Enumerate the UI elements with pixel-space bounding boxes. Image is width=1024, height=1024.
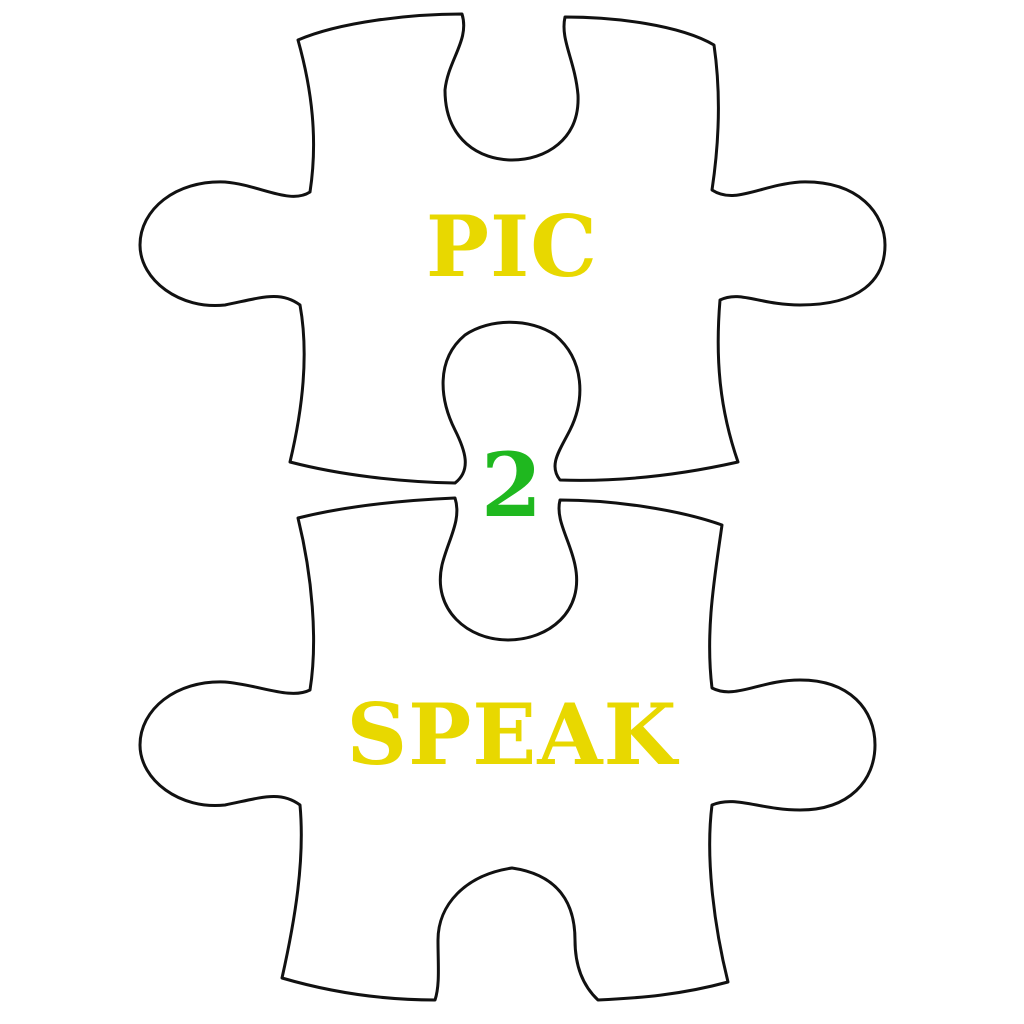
top-puzzle-piece-icon (138, 12, 887, 485)
logo-word-2: 2 (481, 433, 543, 537)
logo-word-speak: SPEAK (346, 685, 679, 784)
logo-word-pic: PIC (426, 197, 598, 296)
bottom-puzzle-piece-icon (138, 496, 877, 1002)
